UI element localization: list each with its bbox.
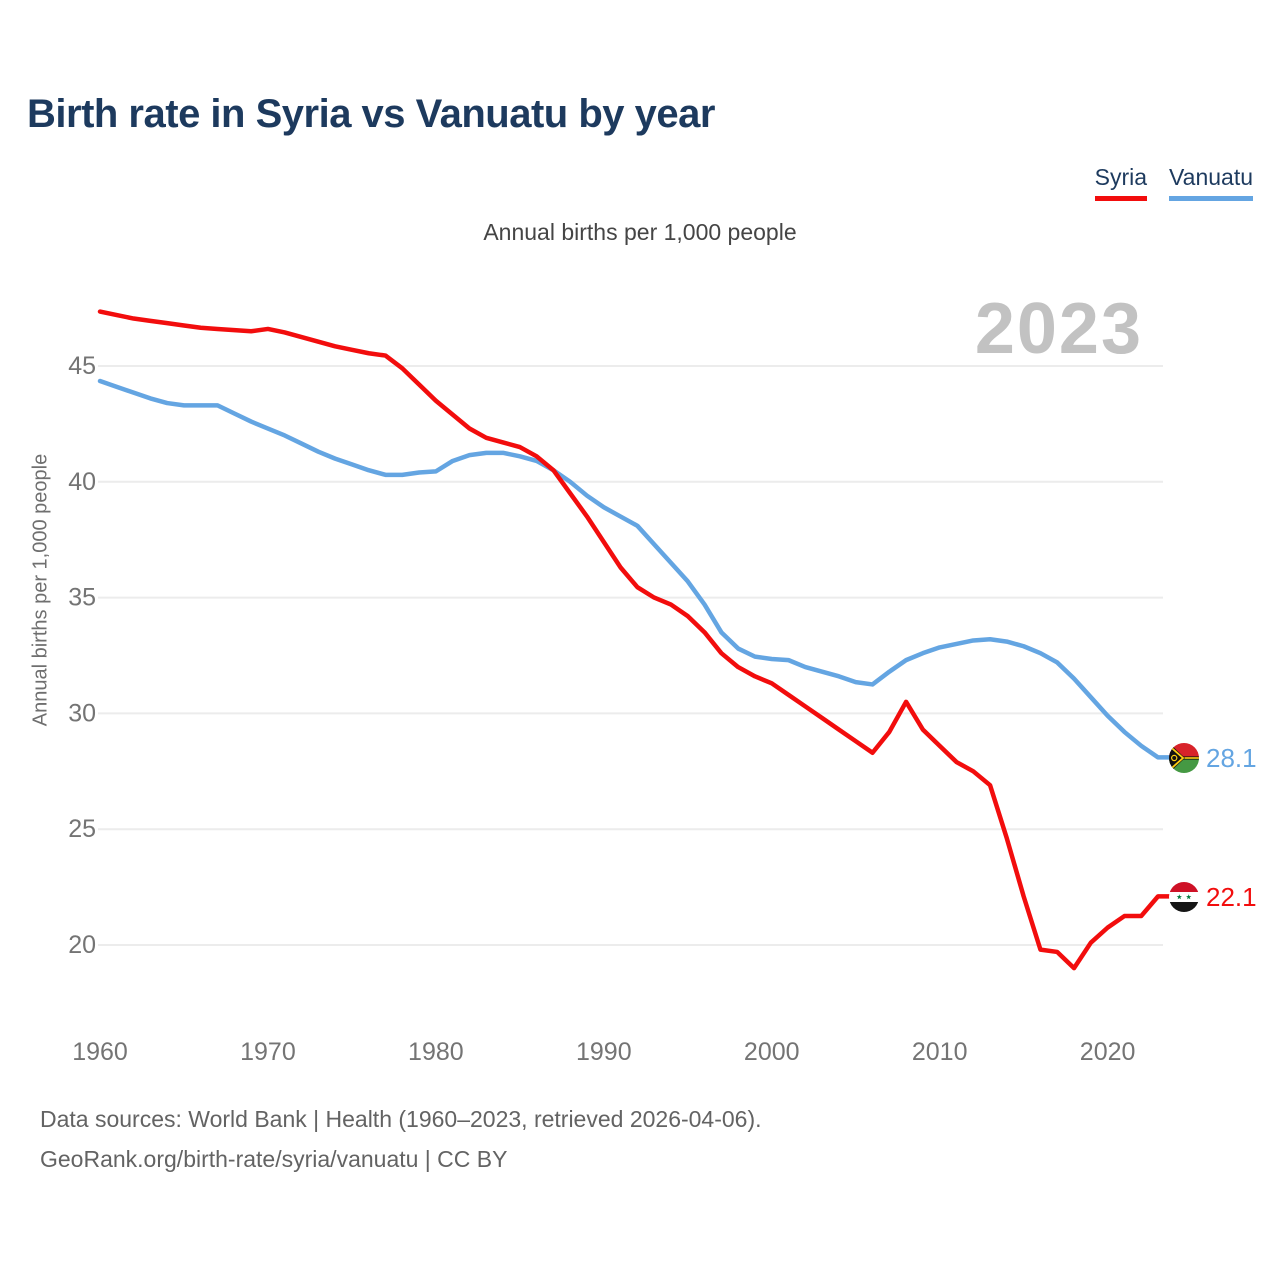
y-tick-label-40: 40 <box>68 468 96 496</box>
chart-subtitle: Annual births per 1,000 people <box>483 219 797 245</box>
y-tick-label-45: 45 <box>68 352 96 380</box>
series-line-vanuatu <box>97 378 1173 760</box>
legend-item-vanuatu[interactable]: Vanuatu <box>1169 164 1253 201</box>
x-tick-label-2000: 2000 <box>744 1038 800 1066</box>
x-tick-label-1980: 1980 <box>408 1038 464 1066</box>
x-tick-label-1960: 1960 <box>72 1038 128 1066</box>
footer-data-sources: Data sources: World Bank | Health (1960–… <box>40 1106 762 1132</box>
end-value-syria: 22.1 <box>1206 882 1257 912</box>
y-tick-label-20: 20 <box>68 931 96 959</box>
x-tick-label-1990: 1990 <box>576 1038 632 1066</box>
syria-flag-icon <box>1169 882 1199 912</box>
end-value-vanuatu: 28.1 <box>1206 743 1257 773</box>
legend: Syria Vanuatu <box>1094 164 1253 201</box>
legend-item-syria[interactable]: Syria <box>1094 164 1148 201</box>
footer-attribution: GeoRank.org/birth-rate/syria/vanuatu | C… <box>40 1146 508 1172</box>
y-tick-label-30: 30 <box>68 699 96 727</box>
page-title: Birth rate in Syria vs Vanuatu by year <box>27 92 715 136</box>
y-tick-label-25: 25 <box>68 815 96 843</box>
x-tick-label-1970: 1970 <box>240 1038 296 1066</box>
x-tick-label-2010: 2010 <box>912 1038 968 1066</box>
y-tick-label-35: 35 <box>68 584 96 612</box>
vanuatu-flag-icon <box>1169 743 1199 773</box>
x-tick-label-2020: 2020 <box>1080 1038 1136 1066</box>
watermark-year: 2023 <box>974 289 1143 369</box>
y-axis-title: Annual births per 1,000 people <box>29 453 52 727</box>
series-line-syria <box>97 309 1173 971</box>
